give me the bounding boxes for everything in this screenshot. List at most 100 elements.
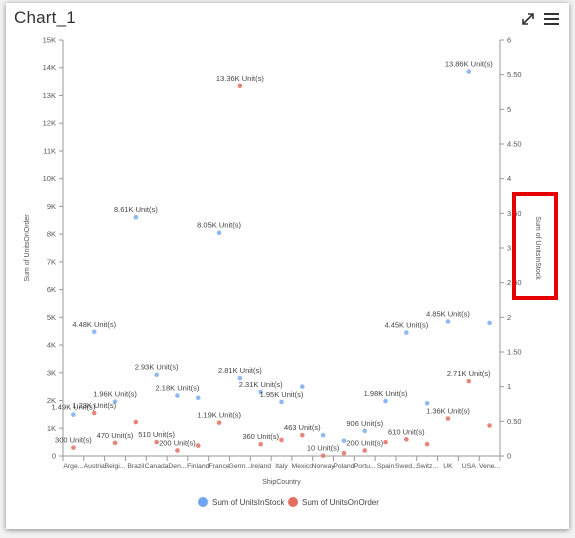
y-left-tick-label: 13K [43, 91, 56, 100]
data-label: 2.81K Unit(s) [218, 366, 262, 375]
onorder-point [404, 437, 409, 442]
onorder-point [300, 432, 305, 438]
onorder-point [487, 423, 492, 428]
instock-point [112, 399, 118, 404]
x-tick-label: Switz... [416, 463, 438, 470]
instock-point [300, 384, 305, 389]
x-tick-label: Ireland [250, 463, 271, 470]
data-label: 13.36K Unit(s) [216, 74, 264, 83]
expand-icon[interactable] [520, 11, 536, 27]
instock-point [237, 375, 243, 381]
onorder-point [341, 450, 347, 456]
data-label: 2.93K Unit(s) [135, 363, 179, 372]
data-label: 2.18K Unit(s) [156, 384, 200, 393]
data-label: 906 Unit(s) [346, 419, 383, 428]
data-label: 1.49K Unit(s) [52, 403, 96, 412]
instock-point [404, 330, 409, 335]
data-label: 1.19K Unit(s) [197, 411, 241, 420]
instock-point [195, 395, 201, 401]
instock-point [341, 438, 347, 444]
onorder-point [112, 440, 118, 446]
instock-point [154, 372, 159, 378]
data-label: 4.48K Unit(s) [72, 320, 116, 329]
onorder-point [362, 448, 368, 453]
x-tick-label: Swed... [395, 463, 418, 470]
y-right-axis-title: Sum of UnitsInStock [534, 216, 541, 280]
y-right-tick-label: 5 [507, 105, 511, 114]
instock-point [424, 401, 430, 406]
instock-point [362, 428, 368, 434]
x-tick-label: Spain [377, 463, 395, 470]
instock-point [383, 398, 388, 404]
y-left-axis-title: Sum of UnitsOnOrder [24, 214, 31, 282]
x-tick-label: Vene... [479, 463, 500, 470]
y-right-tick-label: 1.50 [507, 348, 522, 357]
onorder-point [424, 441, 430, 447]
instock-point [487, 320, 492, 326]
highlight-box [512, 192, 558, 300]
y-right-tick-label: 3 [507, 244, 511, 253]
onorder-point [279, 437, 284, 443]
data-label: 10 Unit(s) [307, 444, 340, 453]
data-label: 1.98K Unit(s) [364, 389, 408, 398]
onorder-point [320, 453, 326, 459]
y-left-tick-label: 0 [52, 452, 56, 461]
legend-label-instock: Sum of UnitsInStock [212, 498, 285, 507]
x-tick-label: Mexico [292, 463, 314, 470]
y-right-tick-label: 0.50 [507, 417, 522, 426]
x-tick-label: Poland [333, 463, 354, 470]
instock-point [71, 412, 76, 417]
data-label: 300 Unit(s) [55, 436, 92, 445]
y-left-tick-label: 2K [47, 396, 56, 405]
data-label: 4.45K Unit(s) [384, 321, 428, 330]
data-label: 1.23K Unit(s) [72, 401, 116, 410]
x-tick-label: UK [443, 463, 453, 470]
x-tick-label: Portu... [354, 463, 376, 470]
onorder-point [237, 83, 243, 89]
x-tick-label: Canada [145, 463, 169, 470]
y-left-tick-label: 11K [43, 146, 56, 155]
x-tick-label: Den... [168, 463, 186, 470]
data-label: 8.61K Unit(s) [114, 205, 158, 214]
onorder-point [71, 445, 76, 450]
x-tick-label: Germ... [229, 463, 252, 470]
y-left-tick-label: 1K [47, 424, 56, 433]
y-right-tick-label: 4.50 [507, 140, 522, 149]
data-label: 8.05K Unit(s) [197, 221, 241, 230]
legend-marker-instock [198, 497, 208, 507]
x-tick-label: Belgi... [105, 463, 126, 470]
data-label: 1.96K Unit(s) [93, 390, 137, 399]
instock-point [133, 214, 139, 220]
x-tick-label: Austria [84, 463, 105, 470]
chart-card: Chart_1 [6, 3, 569, 529]
y-right-tick-label: 2 [507, 313, 511, 322]
data-label: 1.36K Unit(s) [426, 407, 470, 416]
y-right-tick-label: 6 [507, 36, 511, 45]
chart-title: Chart_1 [14, 8, 76, 27]
data-label: 200 Unit(s) [159, 438, 196, 447]
y-left-tick-label: 10K [43, 174, 56, 183]
instock-point [216, 230, 222, 236]
onorder-point [466, 378, 472, 384]
instock-point [279, 399, 284, 405]
y-right-tick-label: 4 [507, 174, 511, 183]
data-label: 2.31K Unit(s) [239, 380, 283, 389]
onorder-point [216, 420, 222, 426]
y-left-tick-label: 5K [47, 313, 56, 322]
data-label: 1.95K Unit(s) [260, 390, 304, 399]
onorder-point [445, 416, 451, 421]
x-tick-label: Norway [312, 463, 336, 470]
y-left-tick-label: 8K [47, 230, 56, 239]
hamburger-menu-icon[interactable] [543, 11, 560, 27]
onorder-point [195, 443, 201, 448]
legend-marker-onorder [288, 497, 298, 507]
data-label: 360 Unit(s) [242, 432, 279, 441]
y-left-tick-label: 9K [47, 202, 56, 211]
onorder-point [154, 439, 159, 445]
onorder-point [258, 441, 263, 447]
y-left-tick-label: 7K [47, 257, 56, 266]
data-label: 13.86K Unit(s) [445, 60, 493, 69]
data-label: 463 Unit(s) [284, 423, 321, 432]
y-right-tick-label: 5.50 [507, 70, 522, 79]
y-right-tick-label: 0 [507, 452, 511, 461]
